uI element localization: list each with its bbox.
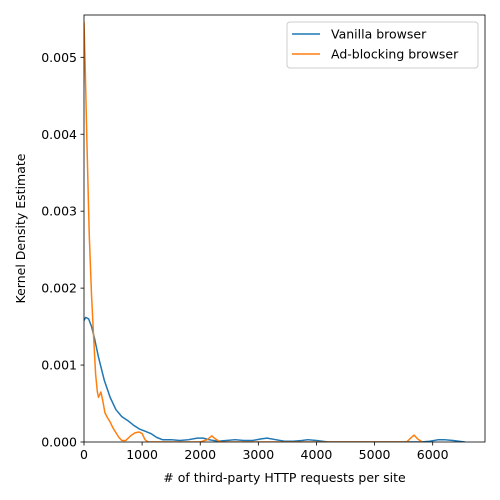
y-tick-label: 0.002 <box>41 281 77 296</box>
y-tick-label: 0.003 <box>41 204 77 219</box>
legend: Vanilla browser Ad-blocking browser <box>286 21 479 69</box>
y-tick-label: 0.005 <box>41 50 77 65</box>
y-tick-label: 0.001 <box>41 358 77 373</box>
series-line-vanilla <box>84 316 466 442</box>
x-tick-label: 5000 <box>359 447 391 462</box>
x-tick-label: 3000 <box>242 447 274 462</box>
y-tick-label: 0.000 <box>41 435 77 450</box>
series-line-ad-blocking <box>84 21 423 442</box>
legend-box <box>286 21 479 69</box>
axes-layer: 0 1000 2000 3000 4000 5000 6000 0.000 0.001 0.002… <box>41 14 486 462</box>
x-axis-label: # of third-party HTTP requests per site <box>163 470 406 485</box>
axes-frame <box>83 14 486 443</box>
legend-label: Vanilla browser <box>331 27 427 42</box>
x-tick-label: 0 <box>80 447 88 462</box>
y-axis-label: Kernel Density Estimate <box>13 153 28 303</box>
plot-area <box>84 21 466 442</box>
series-layer <box>84 21 466 442</box>
y-tick-label: 0.004 <box>41 127 77 142</box>
x-tick-label: 4000 <box>301 447 333 462</box>
x-tick-label: 2000 <box>184 447 216 462</box>
x-tick-label: 6000 <box>417 447 449 462</box>
x-tick-label: 1000 <box>126 447 158 462</box>
legend-label: Ad-blocking browser <box>331 47 459 62</box>
